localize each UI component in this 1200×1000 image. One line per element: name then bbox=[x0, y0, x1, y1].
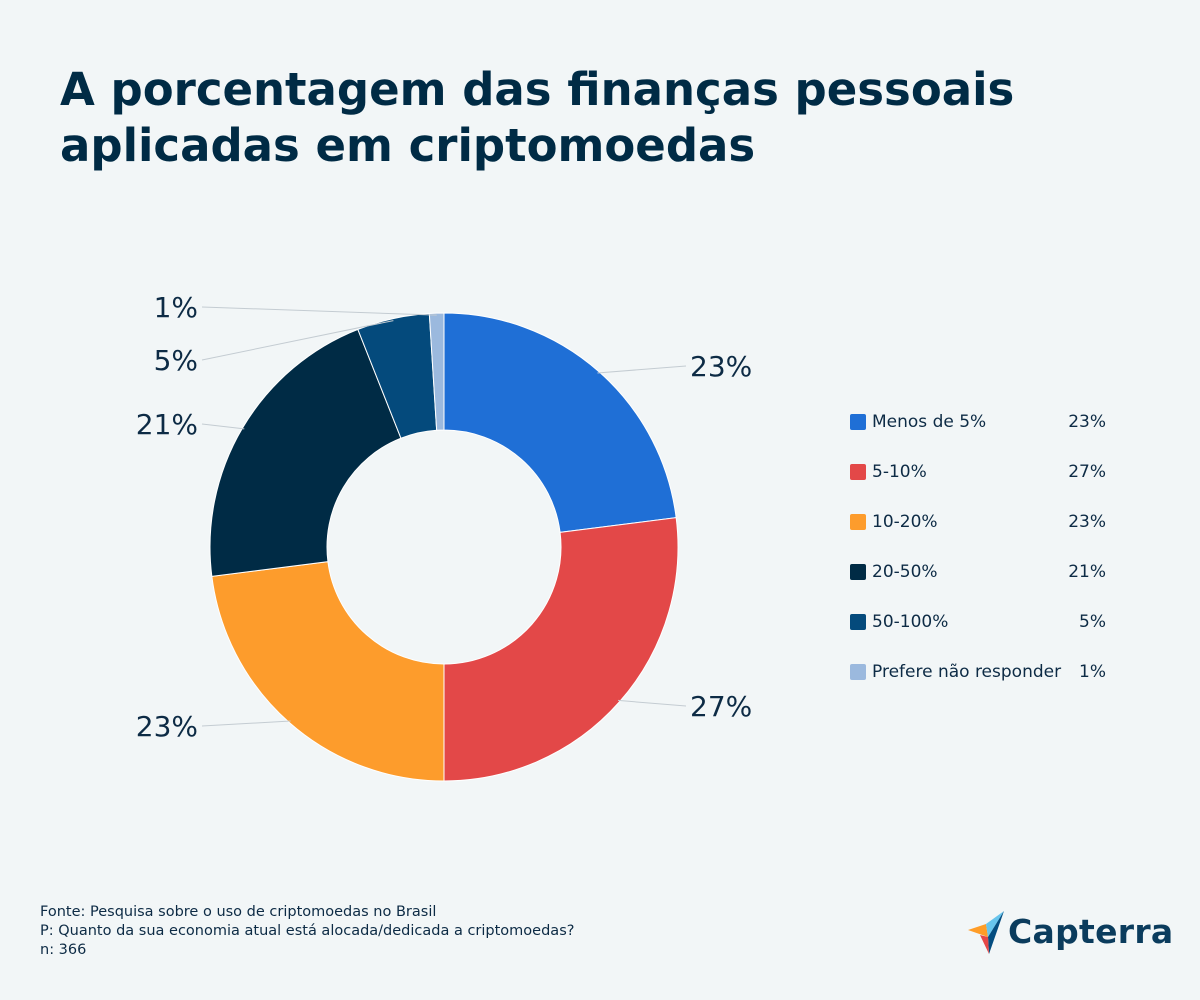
label-leader-lines bbox=[201, 306, 687, 727]
legend-label: 20-50% bbox=[872, 562, 938, 582]
slice-5-10 bbox=[443, 517, 679, 782]
footer-source: Fonte: Pesquisa sobre o uso de criptomoe… bbox=[40, 904, 437, 920]
page-title: A porcentagem das finanças pessoais apli… bbox=[60, 62, 1060, 174]
legend-item: 10-20% 23% bbox=[850, 511, 1106, 535]
slice-label: 27% bbox=[690, 690, 752, 723]
leader-line bbox=[201, 320, 394, 361]
slice-menos-de-5 bbox=[443, 312, 677, 533]
legend-value: 23% bbox=[1068, 512, 1106, 532]
legend-value: 27% bbox=[1068, 462, 1106, 482]
legend-item: 20-50% 21% bbox=[850, 561, 1106, 585]
legend-label: Prefere não responder bbox=[872, 662, 1062, 682]
legend-swatch bbox=[850, 564, 866, 580]
legend-swatch bbox=[850, 414, 866, 430]
legend-value: 1% bbox=[1079, 662, 1106, 682]
chart-footer: Fonte: Pesquisa sobre o uso de criptomoe… bbox=[40, 903, 740, 960]
legend-swatch bbox=[850, 664, 866, 680]
legend-swatch bbox=[850, 614, 866, 630]
title-line-2: aplicadas em criptomoedas bbox=[60, 119, 756, 172]
legend-item: Prefere não responder 1% bbox=[850, 661, 1106, 685]
legend-item: 5-10% 27% bbox=[850, 461, 1106, 485]
footer-sample: n: 366 bbox=[40, 942, 87, 958]
capterra-logo-text: Capterra bbox=[1008, 912, 1174, 951]
slice-label: 1% bbox=[154, 291, 198, 324]
leader-line bbox=[617, 699, 687, 707]
leader-line bbox=[201, 720, 291, 727]
legend-swatch bbox=[850, 514, 866, 530]
slice-label: 23% bbox=[690, 350, 752, 383]
legend-value: 23% bbox=[1068, 412, 1106, 432]
legend-swatch bbox=[850, 464, 866, 480]
legend-item: Menos de 5% 23% bbox=[850, 411, 1106, 435]
slice-10-20 bbox=[211, 561, 445, 782]
slice-label: 5% bbox=[154, 344, 198, 377]
legend-value: 21% bbox=[1068, 562, 1106, 582]
slice-prefere-n-o-responder bbox=[428, 312, 445, 431]
footer-question: P: Quanto da sua economia atual está alo… bbox=[40, 923, 575, 939]
legend-label: 10-20% bbox=[872, 512, 938, 532]
slice-label: 21% bbox=[136, 408, 198, 441]
legend-label: 5-10% bbox=[872, 462, 927, 482]
donut-slices bbox=[209, 312, 679, 782]
slice-20-50 bbox=[209, 328, 402, 577]
title-line-1: A porcentagem das finanças pessoais bbox=[60, 63, 1015, 116]
leader-line bbox=[201, 306, 437, 316]
capterra-logo-icon bbox=[968, 911, 1004, 954]
leader-line bbox=[597, 365, 687, 374]
legend-item: 50-100% 5% bbox=[850, 611, 1106, 635]
capterra-logo[interactable]: Capterra bbox=[966, 908, 1173, 956]
leader-line bbox=[201, 423, 245, 430]
slice-label: 23% bbox=[136, 710, 198, 743]
legend-value: 5% bbox=[1079, 612, 1106, 632]
legend-label: 50-100% bbox=[872, 612, 949, 632]
slice-labels: 23% 27% 23% 21% 5% 1% bbox=[136, 291, 752, 743]
legend-label: Menos de 5% bbox=[872, 412, 987, 432]
